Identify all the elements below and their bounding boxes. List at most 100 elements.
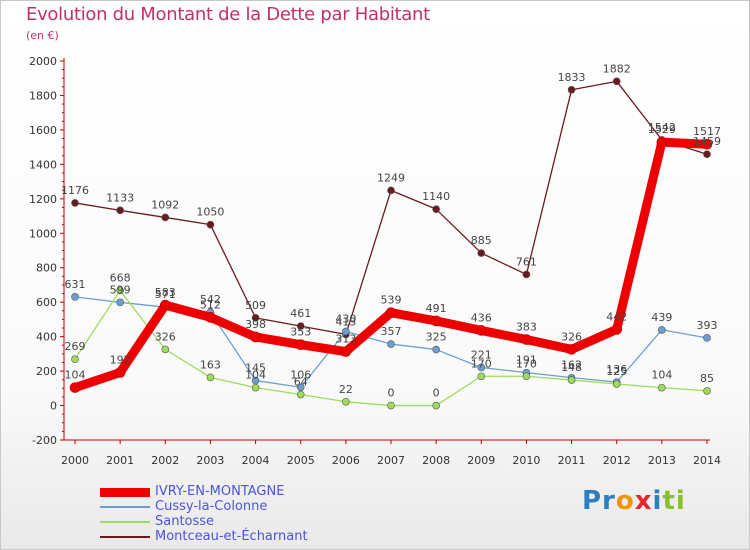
data-point-0 <box>159 299 171 311</box>
data-point-1 <box>432 345 440 354</box>
data-point-2 <box>522 372 531 381</box>
data-point-3 <box>206 220 215 229</box>
data-point-3 <box>612 77 621 86</box>
data-label-1: 430 <box>335 312 356 325</box>
legend-label: Cussy-la-Colonne <box>155 499 268 514</box>
y-tick-label: 0 <box>50 400 57 413</box>
data-point-2 <box>161 345 170 354</box>
data-point-0 <box>295 339 307 351</box>
data-label-1: 542 <box>200 293 221 306</box>
data-label-3: 1249 <box>377 171 405 184</box>
data-label-1: 325 <box>426 331 447 344</box>
data-point-2 <box>342 397 350 406</box>
brand-logo: Proxiti <box>582 486 686 516</box>
data-label-3: 461 <box>290 307 311 320</box>
data-label-1: 191 <box>516 354 537 367</box>
legend-label: IVRY-EN-MONTAGNE <box>155 484 285 499</box>
data-label-2: 125 <box>606 365 627 378</box>
data-point-2 <box>71 355 79 364</box>
data-label-2: 104 <box>651 369 672 382</box>
x-tick-label: 2014 <box>693 454 721 467</box>
x-tick-label: 2002 <box>151 454 179 467</box>
y-tick-label: 1000 <box>29 227 57 240</box>
data-label-3: 509 <box>245 299 266 312</box>
data-label-2: 0 <box>433 387 440 400</box>
legend-swatch <box>100 506 150 508</box>
data-label-2: 163 <box>200 358 221 371</box>
data-label-3: 1050 <box>196 206 224 219</box>
data-label-0: 1529 <box>648 123 676 136</box>
x-tick-label: 2001 <box>106 454 134 467</box>
legend-swatch <box>100 487 150 497</box>
data-label-3: 1459 <box>693 135 721 148</box>
data-label-1: 599 <box>110 283 131 296</box>
data-label-2: 326 <box>155 330 176 343</box>
data-label-0: 383 <box>516 321 537 334</box>
data-label-1: 221 <box>471 348 492 361</box>
data-point-0 <box>701 138 713 150</box>
x-tick-label: 2000 <box>61 454 89 467</box>
y-tick-label: 1600 <box>29 124 57 137</box>
data-label-0: 583 <box>155 286 176 299</box>
data-label-3: 1133 <box>106 191 134 204</box>
x-tick-label: 2004 <box>242 454 270 467</box>
data-label-3: 885 <box>471 234 492 247</box>
x-tick-label: 2008 <box>422 454 450 467</box>
legend-item: IVRY-EN-MONTAGNE <box>100 484 400 499</box>
data-label-1: 136 <box>606 363 627 376</box>
chart-unit: (en €) <box>26 29 59 42</box>
data-point-2 <box>387 401 395 410</box>
data-point-3 <box>251 314 260 322</box>
data-point-0 <box>250 331 261 343</box>
data-point-0 <box>340 346 352 357</box>
legend-swatch <box>100 536 150 538</box>
data-point-1 <box>342 327 350 336</box>
data-label-3: 1140 <box>422 190 450 203</box>
data-label-0: 491 <box>426 302 447 315</box>
data-point-0 <box>566 344 577 355</box>
legend-swatch <box>100 521 150 523</box>
data-label-0: 398 <box>245 318 266 331</box>
legend-item: Cussy-la-Colonne <box>100 499 400 514</box>
data-point-3 <box>703 150 711 158</box>
data-label-1: 571 <box>155 288 176 301</box>
data-label-1: 162 <box>561 359 582 372</box>
data-point-1 <box>477 363 486 372</box>
legend: IVRY-EN-MONTAGNE Cussy-la-Colonne Santosse… <box>100 484 400 544</box>
data-point-3 <box>432 205 440 213</box>
y-tick-label: 400 <box>36 331 57 344</box>
data-point-1 <box>387 340 395 348</box>
data-point-3 <box>116 206 124 215</box>
data-label-1: 106 <box>290 368 311 381</box>
data-point-3 <box>71 199 79 207</box>
x-tick-label: 2003 <box>196 454 224 467</box>
legend-item: Santosse <box>100 514 400 529</box>
data-point-1 <box>116 298 124 307</box>
data-label-0: 442 <box>606 310 627 323</box>
brand-letter: ti <box>662 486 686 516</box>
data-label-2: 269 <box>65 340 86 353</box>
brand-letter: Pr <box>582 486 616 516</box>
data-label-3: 1542 <box>648 121 676 134</box>
data-label-3: 1092 <box>151 198 179 211</box>
data-point-3 <box>567 85 576 94</box>
chart-title: Evolution du Montant de la Dette par Hab… <box>26 4 430 25</box>
data-point-3 <box>296 322 305 330</box>
data-label-2: 668 <box>110 271 131 284</box>
brand-letter: o <box>615 486 635 516</box>
data-point-0 <box>430 315 442 327</box>
x-tick-label: 2012 <box>603 454 631 467</box>
data-label-1: 145 <box>245 362 266 375</box>
data-point-0 <box>205 312 216 323</box>
data-point-2 <box>658 383 666 392</box>
data-point-2 <box>477 372 486 381</box>
data-label-2: 64 <box>294 376 308 389</box>
y-tick-label: 600 <box>36 296 57 309</box>
data-label-0: 313 <box>335 333 356 346</box>
data-point-2 <box>206 373 215 382</box>
data-point-2 <box>296 390 305 399</box>
data-point-1 <box>658 326 666 334</box>
data-label-2: 170 <box>471 357 492 370</box>
data-label-3: 1882 <box>603 62 631 75</box>
y-tick-label: 2000 <box>29 55 57 68</box>
